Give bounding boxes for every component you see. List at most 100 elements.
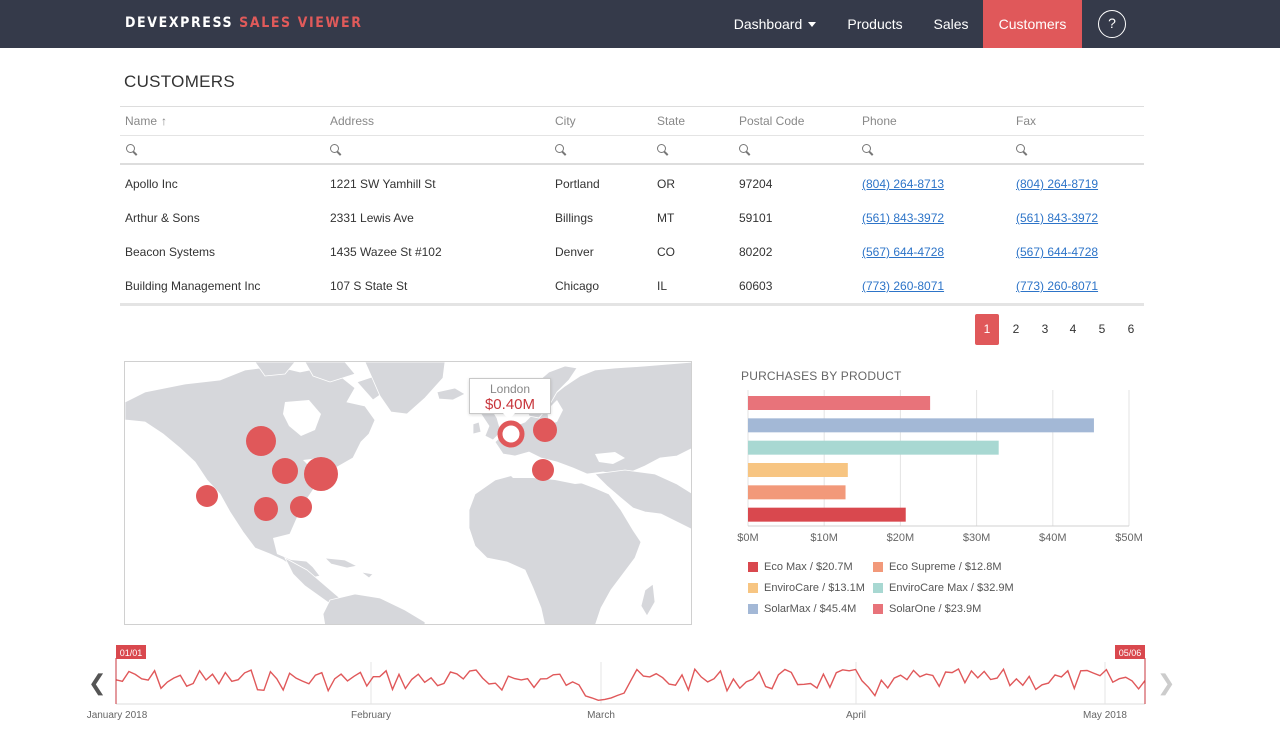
brand-logo[interactable]: DEVEXPRESS SALES VIEWER — [125, 15, 363, 31]
page-button-1[interactable]: 1 — [975, 314, 999, 345]
filter-phone[interactable] — [862, 136, 873, 163]
column-header-state[interactable]: State — [657, 114, 686, 128]
map-bubble[interactable] — [532, 459, 554, 481]
legend-label: SolarOne / $23.9M — [889, 603, 982, 615]
bar-solarmax[interactable] — [748, 418, 1094, 433]
legend-item[interactable]: SolarMax / $45.4M — [748, 603, 856, 615]
legend-item[interactable]: EnviroCare / $13.1M — [748, 582, 865, 594]
column-header-phone[interactable]: Phone — [862, 114, 897, 128]
bar-envirocare-max[interactable] — [748, 440, 999, 455]
timeline-series-line — [115, 667, 1146, 702]
legend-swatch — [873, 562, 883, 572]
cell-fax-link[interactable]: (773) 260-8071 — [1016, 279, 1099, 293]
table-row[interactable]: Beacon Systems 1435 Wazee St #102 Denver… — [120, 235, 1144, 269]
cell-fax-link[interactable]: (567) 644-4728 — [1016, 245, 1099, 259]
map-bubble[interactable] — [254, 497, 278, 521]
range-marker-start[interactable] — [116, 645, 146, 659]
cell-city: Billings — [555, 211, 594, 225]
filter-fax[interactable] — [1016, 136, 1027, 163]
help-button[interactable]: ? — [1098, 10, 1126, 38]
cell-name: Building Management Inc — [125, 279, 261, 293]
map-bubble-selected-london[interactable] — [497, 420, 525, 448]
legend-label: Eco Max / $20.7M — [764, 561, 853, 573]
bar-eco-max[interactable] — [748, 507, 906, 522]
table-row[interactable]: Building Management Inc 107 S State St C… — [120, 269, 1144, 303]
month-label: April — [846, 710, 866, 721]
sort-ascending-icon: ↑ — [161, 114, 168, 128]
cell-address: 2331 Lewis Ave — [330, 211, 414, 225]
date-range-selector[interactable]: January 2018 February March April May 2018 01… — [0, 640, 1280, 745]
brand-product: SALES VIEWER — [239, 15, 363, 31]
filter-city[interactable] — [555, 136, 566, 163]
x-tick-label: $50M — [1115, 532, 1143, 544]
page-button-6[interactable]: 6 — [1127, 322, 1135, 336]
cell-name: Apollo Inc — [125, 177, 178, 191]
x-tick-label: $10M — [810, 532, 838, 544]
map-bubble[interactable] — [290, 496, 312, 518]
column-header-address[interactable]: Address — [330, 114, 375, 128]
cell-phone-link[interactable]: (804) 264-8713 — [862, 177, 945, 191]
filter-postal-code[interactable] — [739, 136, 750, 163]
chevron-down-icon — [808, 21, 817, 27]
page-button-5[interactable]: 5 — [1098, 322, 1106, 336]
filter-address[interactable] — [330, 136, 341, 163]
filter-state[interactable] — [657, 136, 668, 163]
cell-postal-code: 97204 — [739, 177, 773, 191]
search-icon — [555, 144, 566, 155]
legend-swatch — [873, 583, 883, 593]
cell-phone-link[interactable]: (561) 843-3972 — [862, 211, 945, 225]
cell-state: MT — [657, 211, 675, 225]
hudson-bay — [283, 400, 321, 436]
filter-name[interactable] — [126, 136, 137, 163]
map-bubble[interactable] — [304, 457, 338, 491]
cell-city: Portland — [555, 177, 600, 191]
customers-grid: Name ↑ Address City State Postal Code Pho… — [120, 106, 1144, 306]
page-button-4[interactable]: 4 — [1069, 322, 1077, 336]
nav-sales-label: Sales — [933, 16, 969, 32]
cell-phone-link[interactable]: (567) 644-4728 — [862, 245, 945, 259]
timeline-prev-button[interactable]: ❮ — [88, 670, 107, 695]
map-bubble[interactable] — [246, 426, 276, 456]
table-row[interactable]: Apollo Inc 1221 SW Yamhill St Portland O… — [120, 167, 1144, 201]
month-label: March — [587, 710, 615, 721]
legend-item[interactable]: Eco Supreme / $12.8M — [873, 561, 1002, 573]
bar-envirocare[interactable] — [748, 463, 848, 477]
cell-address: 1435 Wazee St #102 — [330, 245, 442, 259]
page-button-2[interactable]: 2 — [1012, 322, 1020, 336]
page-button-3[interactable]: 3 — [1041, 322, 1049, 336]
bar-eco-supreme[interactable] — [748, 485, 846, 500]
caribbean-landmass — [323, 557, 374, 579]
range-marker-end[interactable] — [1115, 645, 1145, 659]
timeline-next-button[interactable]: ❯ — [1157, 670, 1176, 695]
legend-item[interactable]: SolarOne / $23.9M — [873, 603, 981, 615]
nav-dashboard[interactable]: Dashboard — [721, 0, 829, 48]
search-icon — [739, 144, 750, 155]
cell-fax-link[interactable]: (561) 843-3972 — [1016, 211, 1099, 225]
map-bubble[interactable] — [533, 418, 557, 442]
cell-postal-code: 60603 — [739, 279, 773, 293]
legend-item[interactable]: Eco Max / $20.7M — [748, 561, 853, 573]
range-marker-label: 01/01 — [120, 648, 143, 658]
x-tick-label: $30M — [963, 532, 991, 544]
column-header-name[interactable]: Name ↑ — [125, 107, 167, 135]
map-bubble[interactable] — [272, 458, 298, 484]
iceland-landmass — [436, 387, 466, 401]
bar-solarone[interactable] — [748, 396, 931, 410]
cell-postal-code: 80202 — [739, 245, 773, 259]
cell-fax-link[interactable]: (804) 264-8719 — [1016, 177, 1099, 191]
cell-phone-link[interactable]: (773) 260-8071 — [862, 279, 945, 293]
legend-item[interactable]: EnviroCare Max / $32.9M — [873, 582, 1014, 594]
cell-state: CO — [657, 245, 675, 259]
nav-sales[interactable]: Sales — [924, 0, 978, 48]
map-bubble[interactable] — [196, 485, 218, 507]
cell-state: IL — [657, 279, 668, 293]
legend-label: EnviroCare / $13.1M — [764, 582, 865, 594]
nav-products[interactable]: Products — [836, 0, 914, 48]
customer-sales-map[interactable] — [124, 361, 692, 625]
search-icon — [330, 144, 341, 155]
nav-customers[interactable]: Customers — [983, 0, 1082, 48]
column-header-city[interactable]: City — [555, 114, 576, 128]
table-row[interactable]: Arthur & Sons 2331 Lewis Ave Billings MT… — [120, 201, 1144, 235]
column-header-postal-code[interactable]: Postal Code — [739, 114, 805, 128]
column-header-fax[interactable]: Fax — [1016, 114, 1037, 128]
